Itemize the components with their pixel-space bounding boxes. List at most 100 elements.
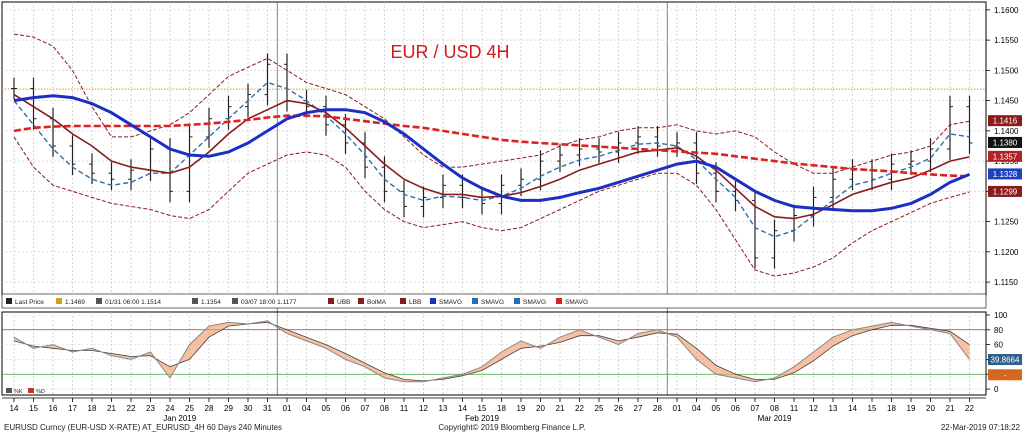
osc-axis-label: 60 — [994, 341, 1003, 350]
oscillator-k-line — [13, 320, 970, 383]
legend-swatch — [56, 298, 62, 304]
legend-swatch — [358, 298, 364, 304]
legend-box — [1, 293, 987, 309]
price-axis-label: 1.1550 — [994, 36, 1019, 45]
legend-swatch — [192, 298, 198, 304]
oscillator-frame — [1, 311, 987, 396]
legend-swatch — [400, 298, 406, 304]
date-axis-label: 27 — [634, 404, 643, 413]
date-axis-label: 12 — [809, 404, 818, 413]
date-axis-label: 28 — [653, 404, 662, 413]
smavg-short-dashed-line — [13, 81, 970, 238]
upper-bollinger-band — [13, 33, 970, 174]
chart-title: EUR / USD 4H — [390, 42, 509, 62]
date-axis: 14 15 16 17 18 21 22 23 24 25 28 29 30 31 01 04 05 06 07 08… — [2, 397, 986, 423]
date-axis-label: 06 — [731, 404, 740, 413]
date-axis-label: 08 — [770, 404, 779, 413]
date-axis-label: 15 — [868, 404, 877, 413]
date-axis-label: 11 — [400, 404, 409, 413]
price-axis-label: 1.1500 — [994, 66, 1019, 75]
legend-swatch — [6, 298, 12, 304]
price-badge — [988, 168, 1022, 180]
legend-swatch — [328, 298, 334, 304]
price-badge-label: 1.1299 — [993, 187, 1018, 196]
date-axis-label: 18 — [497, 404, 506, 413]
legend-swatch — [430, 298, 436, 304]
footer-timestamp: 22-Mar-2019 07:18:22 — [941, 423, 1021, 432]
date-axis-label: 08 — [380, 404, 389, 413]
date-axis-label: 21 — [946, 404, 955, 413]
osc-axis-label: 100 — [994, 311, 1008, 320]
price-badge — [988, 136, 1022, 148]
legend-swatch — [96, 298, 102, 304]
price-badge — [988, 185, 1022, 197]
smavg-long-red-line — [13, 114, 970, 178]
month-label: Mar 2019 — [758, 414, 792, 423]
price-badge — [988, 150, 1022, 162]
price-axis-label: 1.1400 — [994, 127, 1019, 136]
legend-label: SMAVG — [439, 299, 462, 306]
legend-label: SMAVG — [523, 299, 546, 306]
osc-badge-label: - — [1004, 371, 1007, 380]
date-axis-label: 15 — [29, 404, 38, 413]
date-axis-label: 07 — [361, 404, 370, 413]
smavg-blue-line — [13, 94, 971, 213]
oscillator-fill — [14, 320, 970, 382]
legend-label: 03/07 18:00 1.1177 — [241, 299, 297, 306]
osc-legend-swatch-d — [28, 388, 34, 393]
legend-label: SMAVG — [565, 299, 588, 306]
date-axis-label: 20 — [536, 404, 545, 413]
date-axis-label: 29 — [224, 404, 233, 413]
legend-label: BolMA — [367, 299, 387, 306]
osc-axis-label: 0 — [994, 385, 999, 394]
osc-badge — [988, 369, 1022, 381]
price-panel: 1.16001.15501.15001.14501.14001.13501.13… — [1, 1, 1022, 395]
price-axis-label: 1.1450 — [994, 97, 1019, 106]
footer: EURUSD Curncy (EUR-USD X-RATE) AT_EURUSD… — [4, 423, 1021, 432]
legend-label: 1.1469 — [65, 299, 85, 306]
legend-label: Last Price — [15, 299, 44, 306]
osc-axis-label: 80 — [994, 326, 1003, 335]
date-axis-label: 12 — [419, 404, 428, 413]
legend-label: UBB — [337, 299, 350, 306]
legend-swatch — [556, 298, 562, 304]
date-axis-label: 01 — [283, 404, 292, 413]
date-axis-label: 04 — [692, 404, 701, 413]
date-axis-label: 05 — [712, 404, 721, 413]
date-axis-label: 26 — [614, 404, 623, 413]
footer-copyright: Copyright© 2019 Bloomberg Finance L.P. — [438, 423, 585, 432]
legend-swatch — [514, 298, 520, 304]
date-axis-label: 05 — [322, 404, 331, 413]
osc-legend-d: %D — [36, 389, 45, 395]
legend-label: LBB — [409, 299, 421, 306]
osc-legend-k: %K — [14, 389, 23, 395]
legend-swatch — [232, 298, 238, 304]
date-axis-label: 31 — [263, 404, 272, 413]
date-axis-label: 22 — [965, 404, 974, 413]
legend-swatch — [472, 298, 478, 304]
date-axis-label: 25 — [185, 404, 194, 413]
price-badge-label: 1.1328 — [993, 170, 1018, 179]
date-axis-label: 16 — [49, 404, 58, 413]
osc-badge-label: 39.8664 — [991, 356, 1020, 365]
date-axis-label: 14 — [458, 404, 467, 413]
date-axis-label: 21 — [107, 404, 116, 413]
price-axis-label: 1.1600 — [994, 6, 1019, 15]
date-axis-label: 23 — [146, 404, 155, 413]
oscillator-d-line — [13, 321, 970, 382]
price-legend: Last Price 1.1469 01/31 06:00 1.1514 1.1354… — [1, 293, 987, 309]
date-axis-label: 13 — [439, 404, 448, 413]
date-axis-label: 22 — [127, 404, 136, 413]
price-badge-label: 1.1357 — [993, 152, 1018, 161]
date-axis-label: 18 — [887, 404, 896, 413]
date-axis-label: 28 — [205, 404, 214, 413]
legend-label: SMAVG — [481, 299, 504, 306]
date-axis-label: 14 — [848, 404, 857, 413]
lower-bollinger-band — [13, 136, 970, 277]
date-axis-label: 04 — [302, 404, 311, 413]
oscillator-panel: 100806040200%K%D39.8664- — [1, 311, 1022, 396]
month-label: Jan 2019 — [163, 414, 196, 423]
